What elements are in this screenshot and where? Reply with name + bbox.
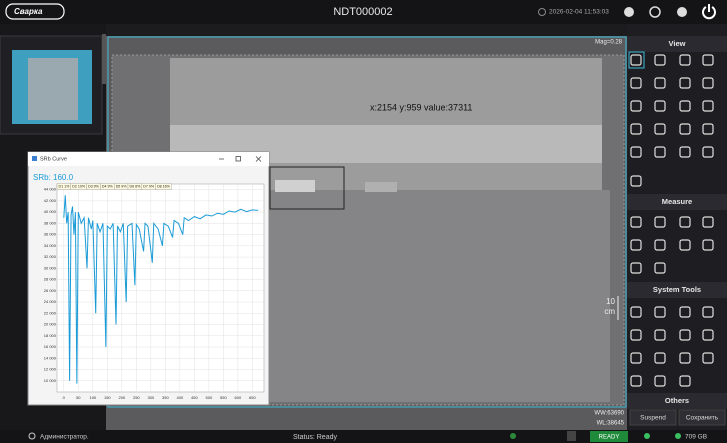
- section-title: Measure: [662, 197, 692, 206]
- annotation: D5 9%: [116, 184, 128, 188]
- ready-text: READY: [599, 435, 620, 441]
- x-tick-label: 400: [177, 395, 184, 400]
- scale-value: 10: [606, 297, 615, 306]
- y-tick-label: 44 000: [44, 187, 57, 192]
- file-title: NDT000002: [333, 6, 392, 18]
- y-tick-label: 20 000: [44, 322, 57, 327]
- y-tick-label: 30 000: [44, 265, 57, 270]
- section-title: System Tools: [653, 285, 701, 294]
- annotation: D7 9%: [143, 184, 155, 188]
- status-text: Status: Ready: [293, 434, 337, 441]
- y-tick-label: 32 000: [44, 254, 57, 259]
- y-tick-label: 24 000: [44, 299, 57, 304]
- disk-space: 709 GB: [685, 434, 707, 441]
- sidebar-button-label: Suspend: [640, 415, 666, 422]
- x-tick-label: 150: [104, 395, 111, 400]
- disk-icon: [644, 433, 650, 439]
- annotation: D4 9%: [102, 184, 114, 188]
- y-tick-label: 34 000: [44, 243, 57, 248]
- section-title: Others: [665, 396, 689, 405]
- srb-window-title: SRb Curve: [40, 156, 67, 162]
- window-width: WW:63690: [594, 411, 624, 417]
- user: Администратор.: [40, 434, 89, 441]
- magnification: Mag=0.28: [595, 40, 623, 46]
- y-tick-label: 10 000: [44, 378, 57, 383]
- y-tick-label: 36 000: [44, 232, 57, 237]
- annotation: D2 10%: [72, 184, 86, 188]
- scrollbar: [102, 34, 106, 84]
- iqi-wires: [275, 180, 315, 192]
- srb-value: SRb: 160.0: [33, 173, 74, 182]
- srb-window: SRb Curve SRb: 160.0 10 000 12 000 14 000 1…: [28, 152, 269, 405]
- network-icon: [510, 433, 516, 439]
- section-title: View: [669, 39, 686, 48]
- y-tick-label: 22 000: [44, 310, 57, 315]
- x-tick-label: 300: [148, 395, 155, 400]
- y-tick-label: 40 000: [44, 209, 57, 214]
- datetime: 2026-02-04 11:53:03: [549, 9, 609, 16]
- iqi-marker: [365, 182, 397, 192]
- logo: Сварка: [14, 7, 43, 16]
- y-tick-label: 38 000: [44, 220, 57, 225]
- app-window: Сварка NDT000002 2026-02-04 11:53:03 x:2…: [0, 0, 727, 443]
- x-tick-label: 550: [220, 395, 227, 400]
- window-level: WL:38645: [597, 421, 625, 427]
- y-tick-label: 18 000: [44, 333, 57, 338]
- x-tick-label: 450: [191, 395, 198, 400]
- annotation: D1 1%: [59, 184, 71, 188]
- scale-unit: cm: [604, 307, 615, 316]
- y-tick-label: 28 000: [44, 277, 57, 282]
- y-tick-label: 14 000: [44, 355, 57, 360]
- x-tick-label: 650: [249, 395, 256, 400]
- x-tick-label: 350: [162, 395, 169, 400]
- sidebar-button-label: Сохранить: [686, 415, 719, 422]
- cursor-readout: x:2154 y:959 value:37311: [370, 102, 472, 112]
- y-tick-label: 16 000: [44, 344, 57, 349]
- device-icon: [567, 431, 576, 441]
- x-tick-label: 100: [89, 395, 96, 400]
- settings-button[interactable]: [677, 7, 687, 17]
- x-tick-label: 250: [133, 395, 140, 400]
- menu-button[interactable]: [624, 7, 634, 17]
- annotation: D6 8%: [129, 184, 141, 188]
- annotation: D3 9%: [88, 184, 100, 188]
- plot-area: [57, 184, 264, 392]
- y-tick-label: 12 000: [44, 367, 57, 372]
- y-tick-label: 42 000: [44, 198, 57, 203]
- storage-icon: [675, 433, 681, 439]
- x-tick-label: 200: [118, 395, 125, 400]
- srb-window-icon: [32, 156, 37, 161]
- y-tick-label: 26 000: [44, 288, 57, 293]
- x-tick-label: 500: [206, 395, 213, 400]
- thumbnail-image: [28, 58, 78, 120]
- x-tick-label: 600: [235, 395, 242, 400]
- x-tick-label: 50: [76, 395, 81, 400]
- annotation: D8 16%: [157, 184, 171, 188]
